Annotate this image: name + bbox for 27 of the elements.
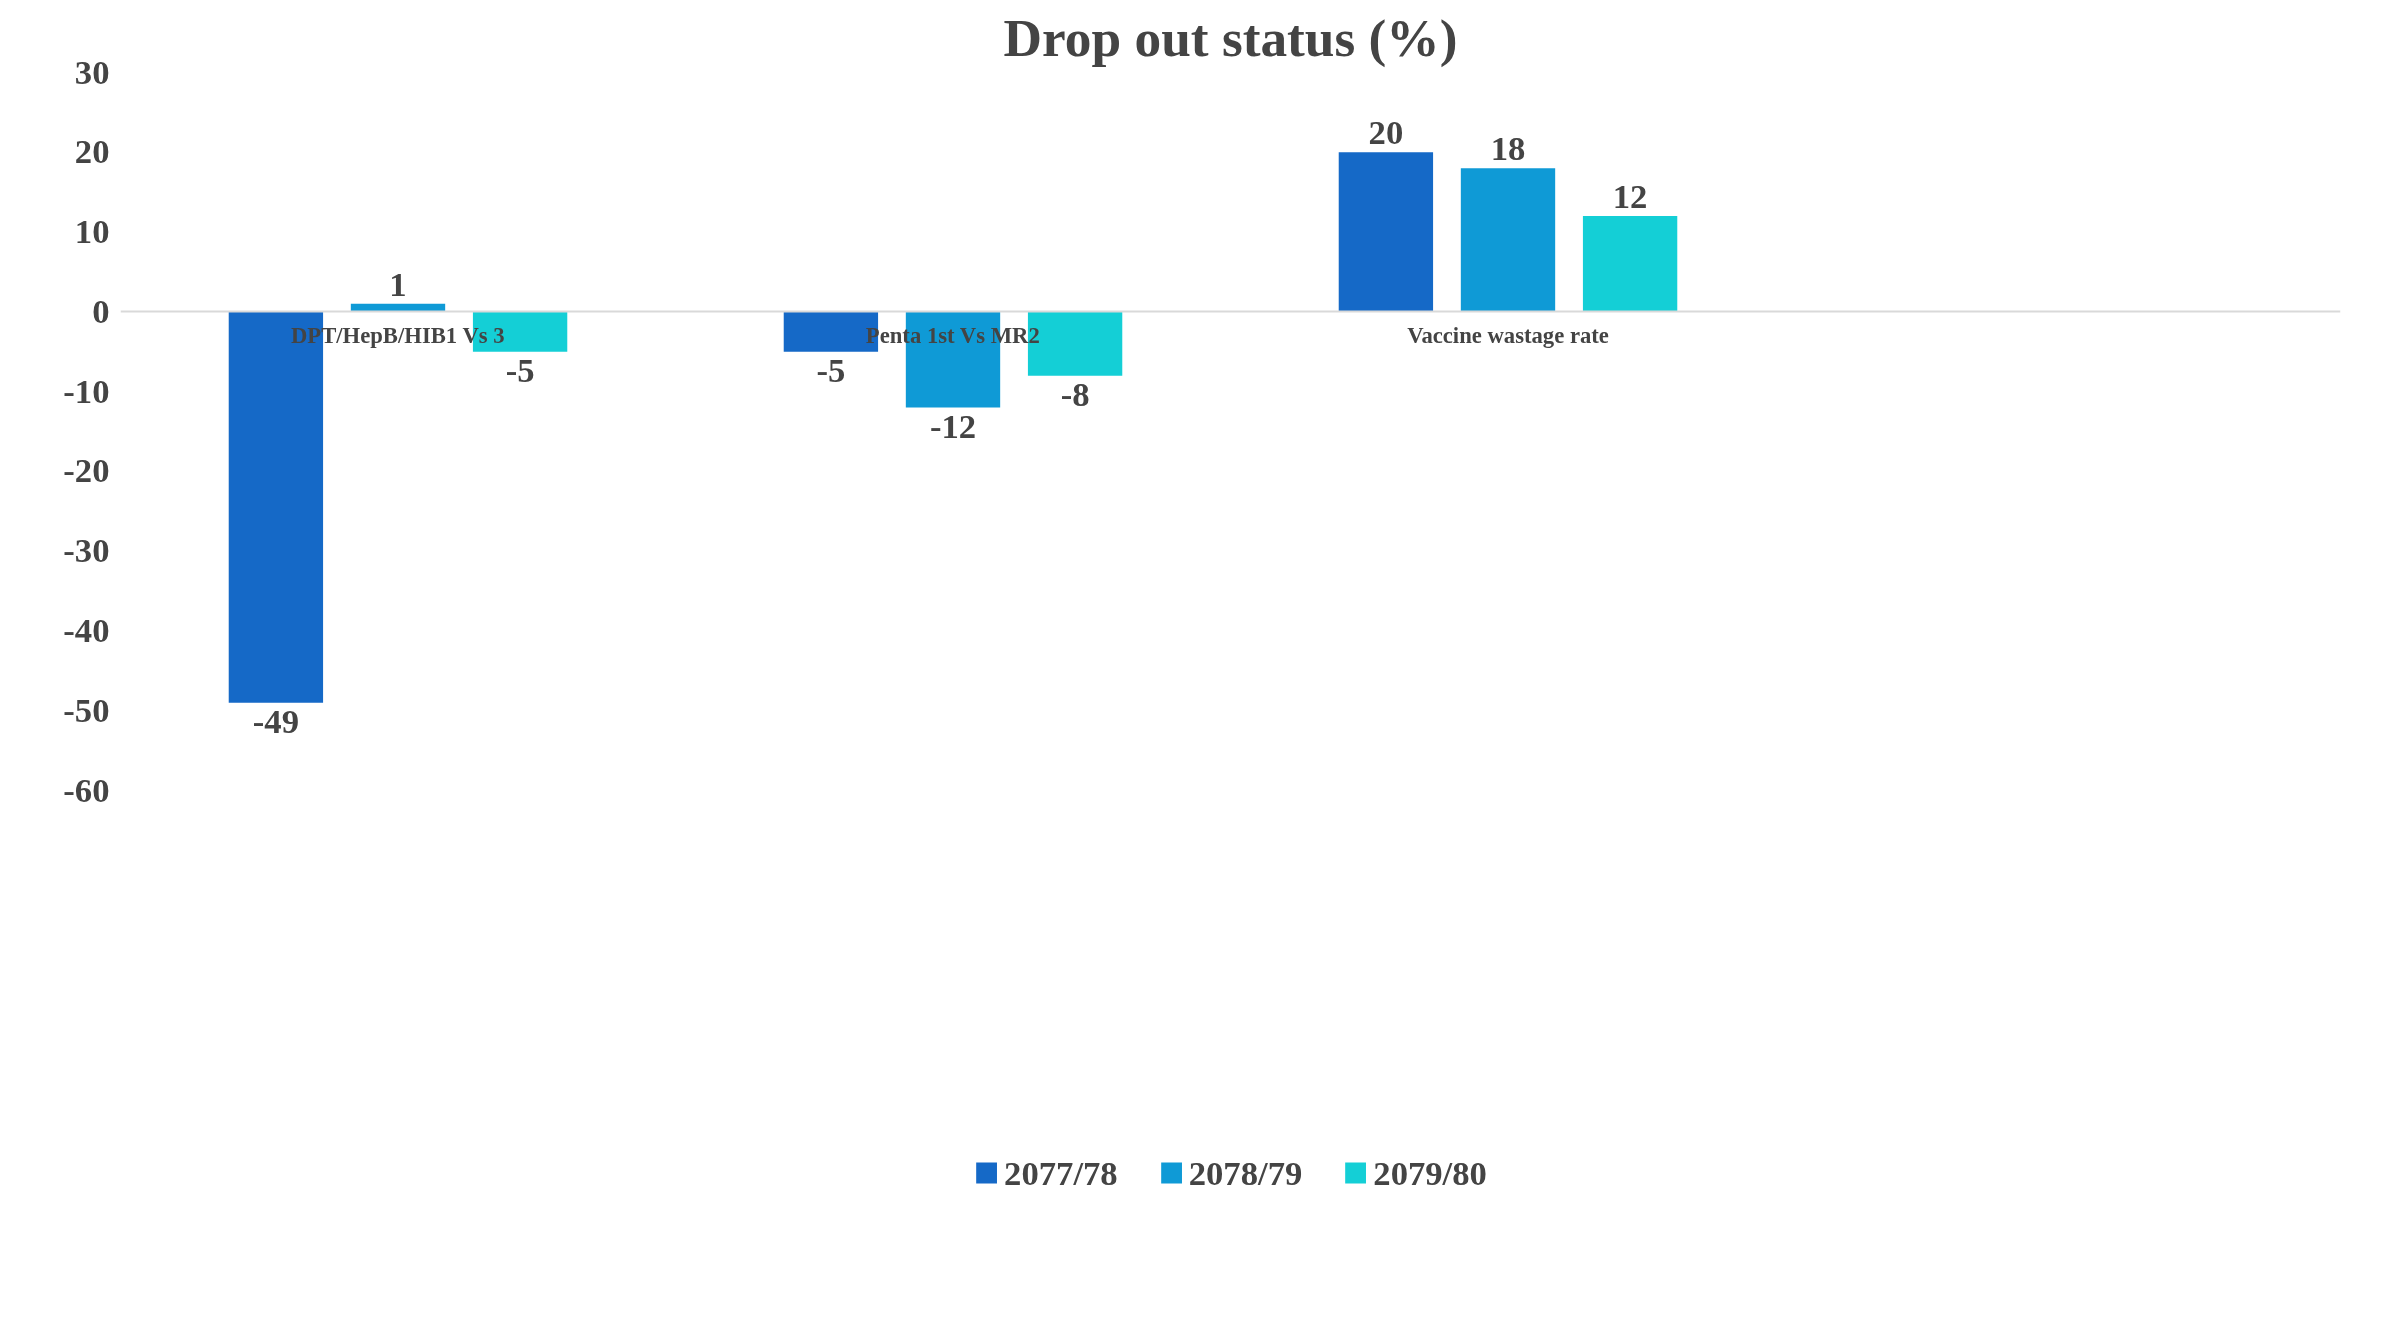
y-tick-label: -40 [63,610,110,649]
y-tick-label: 10 [74,212,110,251]
data-label: 12 [1612,177,1648,216]
legend-label: 2079/80 [1373,1153,1487,1192]
y-tick-label: -10 [63,371,110,410]
data-label: 18 [1490,129,1526,168]
y-tick-label: -20 [63,451,110,490]
data-label: -12 [929,406,977,445]
bar [1338,152,1434,312]
y-tick-label: 20 [74,132,110,171]
bar [1460,168,1556,312]
y-tick-label: -50 [63,690,110,729]
y-tick-label: 0 [92,291,110,330]
data-label: -8 [1060,374,1090,413]
data-label: -49 [252,701,299,740]
legend-label: 2078/79 [1188,1153,1303,1192]
data-label: -5 [816,350,846,389]
y-tick-label: -30 [63,531,110,570]
bar [1582,216,1678,312]
data-label: 20 [1368,113,1404,152]
data-label: -5 [505,350,535,389]
y-tick-label: 30 [74,52,110,91]
y-tick-label: -60 [63,770,110,809]
chart-title: Drop out status (%) [1003,7,1458,68]
data-label: 1 [389,264,407,303]
x-tick-label: Vaccine wastage rate [1407,322,1609,348]
legend-label: 2077/78 [1004,1153,1118,1192]
